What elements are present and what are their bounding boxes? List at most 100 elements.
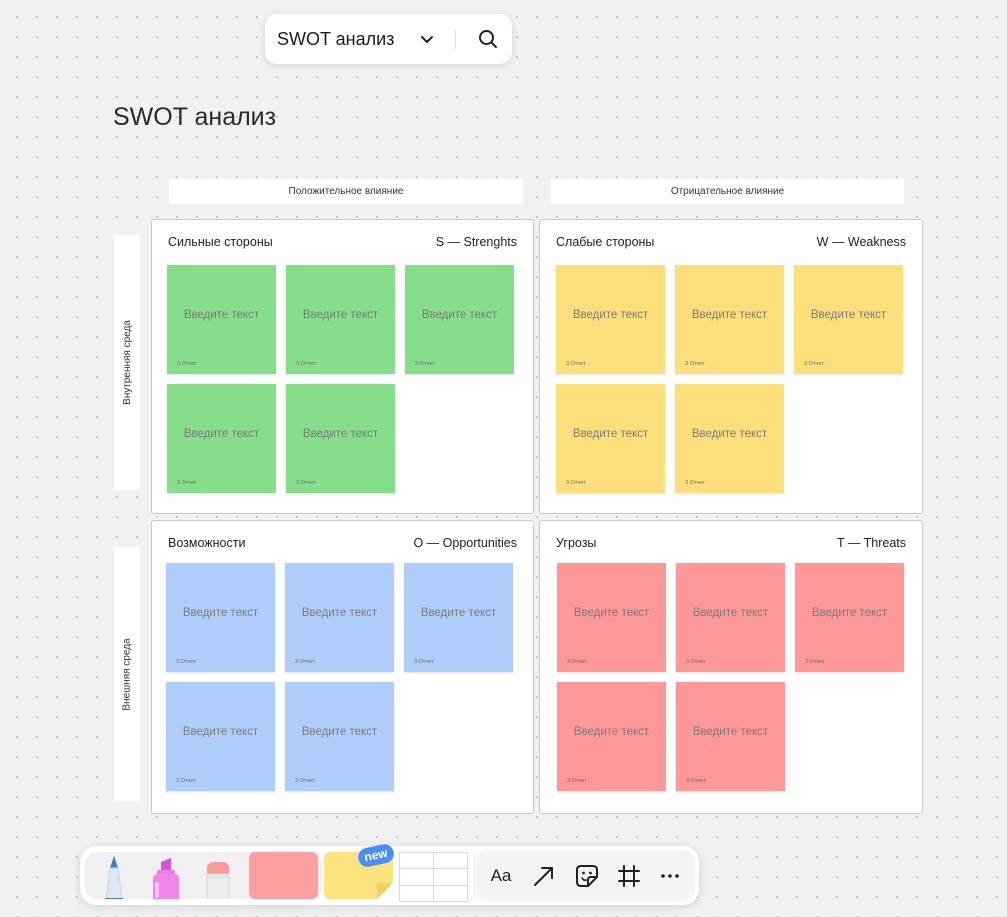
note-placeholder: Введите текст [692,607,769,619]
quadrant-strengths[interactable]: Сильные стороны S — Strenghts Введите те… [151,219,534,514]
board-name-bar: SWOT анализ [265,14,512,64]
note-meta: 3 Отчет [567,778,587,784]
sticky-note[interactable]: Введите текст 3 Отчет [557,563,666,672]
sticky-note[interactable]: Введите текст 3 Отчет [676,563,785,672]
note-meta: 3 Отчет [296,480,316,486]
more-icon[interactable] [657,863,683,889]
note-placeholder: Введите текст [183,428,260,440]
column-header-label: Отрицательное влияние [670,186,785,197]
sticky-note[interactable]: Введите текст 3 Отчет [556,384,665,493]
sticky-note[interactable]: Введите текст 3 Отчет [557,682,666,791]
sticky-note[interactable]: Введите текст 3 Отчет [795,563,904,672]
quadrant-code: S — Strenghts [435,235,517,249]
note-placeholder: Введите текст [691,309,768,321]
sticky-note-pink-tool[interactable] [249,852,318,899]
sticky-note[interactable]: Введите текст 3 Отчет [285,563,394,672]
note-meta: 3 Отчет [176,659,196,665]
sticky-note[interactable]: Введите текст 3 Отчет [286,384,395,493]
sticky-note[interactable]: Введите текст 3 Отчет [404,563,513,672]
note-placeholder: Введите текст [301,607,378,619]
insert-tools: Aa [476,850,695,901]
note-meta: 3 Отчет [566,361,586,367]
sticky-note[interactable]: Введите текст 3 Отчет [285,682,394,791]
note-meta: 3 Отчет [296,361,316,367]
page-title: SWOT анализ [113,103,277,131]
pen-icon[interactable] [101,854,127,899]
sticky-note[interactable]: Введите текст 3 Отчет [675,384,784,493]
quadrant-title: Слабые стороны [556,235,655,249]
note-placeholder: Введите текст [572,428,649,440]
frame-icon[interactable] [616,863,642,889]
note-placeholder: Введите текст [573,607,650,619]
column-header-positive: Положительное влияние [169,179,523,204]
note-placeholder: Введите текст [692,726,769,738]
sticky-note[interactable]: Введите текст 3 Отчет [286,265,395,374]
sticky-note[interactable]: Введите текст 3 Отчет [556,265,665,374]
note-meta: 3 Отчет [177,480,197,486]
note-meta: 3 Отчет [177,361,197,367]
bottom-toolbar: new Aa [80,842,699,905]
note-meta: 3 Отчет [295,778,315,784]
note-meta: 3 Отчет [566,480,586,486]
divider [455,29,456,49]
note-fold-decoration [377,883,393,899]
eraser-icon[interactable] [203,854,233,899]
note-placeholder: Введите текст [301,726,378,738]
note-placeholder: Введите текст [302,428,379,440]
sticky-note[interactable]: Введите текст 3 Отчет [405,265,514,374]
sticky-note[interactable]: Введите текст 3 Отчет [676,682,785,791]
note-placeholder: Введите текст [811,607,888,619]
column-header-negative: Отрицательное влияние [551,179,904,204]
note-placeholder: Введите текст [420,607,497,619]
note-placeholder: Введите текст [810,309,887,321]
note-placeholder: Введите текст [183,309,260,321]
note-meta: 3 Отчет [295,659,315,665]
note-placeholder: Введите текст [691,428,768,440]
note-meta: 3 Отчет [414,659,434,665]
row-header-label: Внутренняя среда [121,320,133,405]
note-placeholder: Введите текст [572,309,649,321]
quadrant-opportunities[interactable]: Возможности O — Opportunities Введите те… [151,520,534,814]
row-header-internal: Внутренняя среда [114,235,140,490]
note-meta: 3 Отчет [567,659,587,665]
arrow-icon[interactable] [531,863,557,889]
text-icon[interactable]: Aa [490,866,512,885]
note-placeholder: Введите текст [421,309,498,321]
note-meta: 3 Отчет [176,778,196,784]
sticker-icon[interactable] [574,863,600,889]
chevron-down-icon[interactable] [417,29,437,49]
note-placeholder: Введите текст [182,607,259,619]
row-header-external: Внешняя среда [114,547,140,801]
note-placeholder: Введите текст [182,726,259,738]
toolbar-separator [474,854,475,898]
marker-icon[interactable] [147,854,185,899]
sticky-note[interactable]: Введите текст 3 Отчет [166,563,275,672]
quadrant-code: O — Opportunities [413,536,517,550]
note-meta: 3 Отчет [685,361,705,367]
quadrant-title: Возможности [168,536,246,550]
note-meta: 3 Отчет [686,778,706,784]
sticky-note[interactable]: Введите текст 3 Отчет [167,384,276,493]
row-header-label: Внешняя среда [121,637,133,711]
board-name[interactable]: SWOT анализ [277,28,395,49]
note-meta: 3 Отчет [805,659,825,665]
column-header-label: Положительное влияние [288,186,404,197]
note-meta: 3 Отчет [685,480,705,486]
note-placeholder: Введите текст [302,309,379,321]
quadrant-code: W — Weakness [816,235,906,249]
sticky-note[interactable]: Введите текст 3 Отчет [675,265,784,374]
quadrant-threats[interactable]: Угрозы T — Threats Введите текст 3 Отчет … [539,520,923,814]
search-icon[interactable] [476,27,500,51]
sticky-note[interactable]: Введите текст 3 Отчет [794,265,903,374]
sticky-note[interactable]: Введите текст 3 Отчет [167,265,276,374]
quadrant-weaknesses[interactable]: Слабые стороны W — Weakness Введите текс… [539,219,923,514]
quadrant-code: T — Threats [836,536,906,550]
note-meta: 3 Отчет [415,361,435,367]
note-meta: 3 Отчет [804,361,824,367]
quadrant-title: Угрозы [556,536,597,550]
note-placeholder: Введите текст [573,726,650,738]
table-icon[interactable] [399,852,468,902]
sticky-note[interactable]: Введите текст 3 Отчет [166,682,275,791]
quadrant-title: Сильные стороны [168,235,273,249]
note-meta: 3 Отчет [686,659,706,665]
